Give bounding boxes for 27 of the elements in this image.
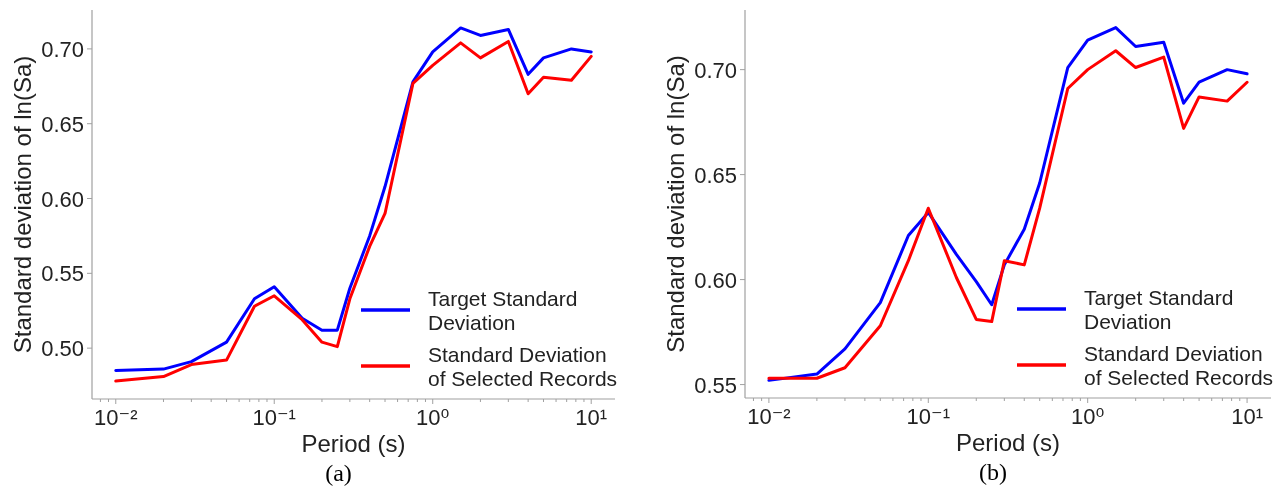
y-axis-title: Standard deviation of ln(Sa) <box>661 55 689 353</box>
x-tick-label: 10¹ <box>575 405 608 430</box>
y-tick-label: 0.70 <box>41 36 84 62</box>
x-tick-label: 10⁻² <box>747 404 791 429</box>
x-tick-label: 10⁻¹ <box>906 404 950 429</box>
x-tick-label: 10⁻² <box>94 405 138 430</box>
y-tick-label: 0.65 <box>694 162 737 188</box>
legend-label: Standard Deviation of Selected Records <box>1084 341 1274 389</box>
y-tick-label: 0.50 <box>41 335 84 361</box>
y-tick-label: 0.60 <box>41 186 84 212</box>
y-axis-title: Standard deviation of ln(Sa) <box>8 55 36 354</box>
y-tick-label: 0.55 <box>694 372 737 398</box>
y-tick-label: 0.70 <box>694 57 737 83</box>
text: (a) <box>325 460 352 486</box>
legend-label: Target Standard Deviation <box>1084 285 1234 333</box>
legend-label: Standard Deviation of Selected Records <box>428 342 618 390</box>
text: (b) <box>979 459 1007 485</box>
y-tick-label: 0.55 <box>41 260 84 286</box>
x-tick-label: 10⁰ <box>1071 404 1105 429</box>
y-tick-label: 0.60 <box>694 267 737 293</box>
y-tick-label: 0.65 <box>41 111 84 137</box>
x-axis-title: Period (s) <box>955 429 1061 456</box>
x-tick-label: 10⁻¹ <box>252 405 296 430</box>
x-axis-title: Period (s) <box>301 430 406 457</box>
legend-label: Target Standard Deviation <box>428 286 578 334</box>
x-tick-label: 10⁰ <box>416 405 450 430</box>
x-tick-label: 10¹ <box>1231 404 1263 429</box>
